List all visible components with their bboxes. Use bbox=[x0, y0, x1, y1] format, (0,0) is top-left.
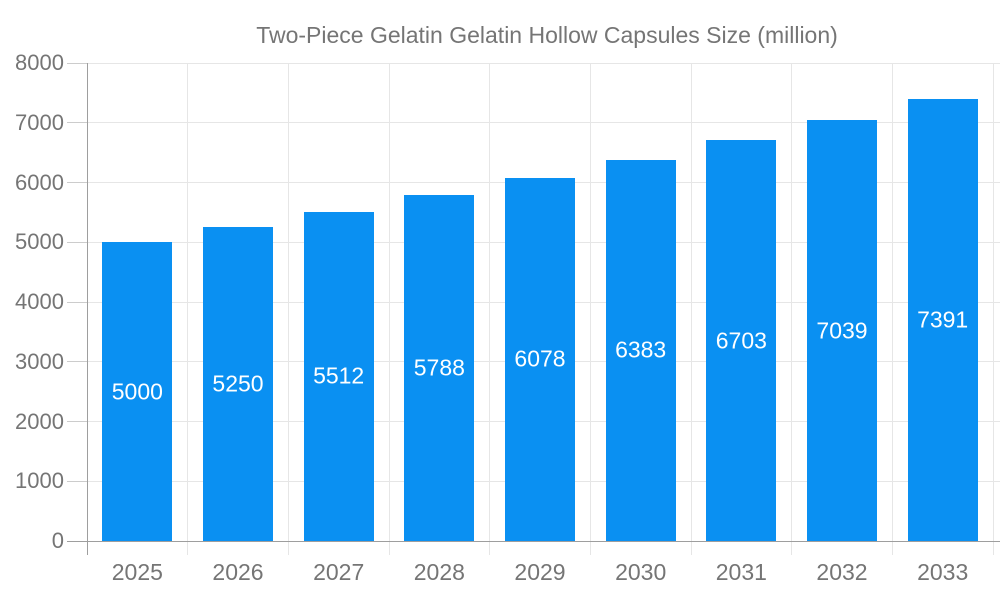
bar-value-label: 5250 bbox=[212, 370, 264, 397]
y-axis-tick bbox=[67, 361, 87, 363]
bar-2027[interactable]: 5512 bbox=[303, 211, 374, 541]
y-axis-label: 8000 bbox=[15, 50, 64, 75]
bar-value-label: 6383 bbox=[615, 336, 667, 363]
x-axis-label: 2032 bbox=[816, 559, 868, 585]
chart-legend[interactable]: Two-Piece Gelatin Gelatin Hollow Capsule… bbox=[0, 22, 1000, 49]
bar-2028[interactable]: 5788 bbox=[404, 195, 475, 541]
gridline-vertical bbox=[791, 63, 793, 555]
y-axis-tick bbox=[67, 301, 87, 303]
y-axis-tick bbox=[67, 122, 87, 124]
bar-2026[interactable]: 5250 bbox=[203, 227, 273, 541]
x-axis-label: 2027 bbox=[313, 559, 365, 585]
bar-value-label: 7391 bbox=[917, 306, 969, 333]
y-axis-tick bbox=[67, 62, 87, 64]
bar-2030[interactable]: 6383 bbox=[605, 159, 676, 541]
y-axis-tick bbox=[67, 480, 87, 482]
y-axis-label: 0 bbox=[51, 528, 64, 553]
bar-value-label: 7039 bbox=[816, 317, 868, 344]
y-axis-label: 3000 bbox=[15, 348, 64, 374]
bar-2033[interactable]: 7391 bbox=[907, 99, 978, 541]
y-axis-label: 2000 bbox=[15, 408, 64, 434]
x-axis-label: 2030 bbox=[615, 559, 667, 585]
bar-2032[interactable]: 7039 bbox=[807, 120, 877, 541]
y-axis-label: 4000 bbox=[15, 289, 64, 314]
x-axis-label: 2029 bbox=[514, 559, 566, 585]
gridline-vertical bbox=[388, 63, 390, 555]
y-axis-tick bbox=[67, 241, 87, 243]
y-axis-label: 7000 bbox=[15, 109, 64, 135]
bar-value-label: 5512 bbox=[313, 362, 365, 389]
gridline-vertical bbox=[287, 63, 289, 555]
y-axis-label: 1000 bbox=[15, 468, 64, 494]
gridline-vertical bbox=[891, 63, 893, 555]
x-axis-label: 2031 bbox=[715, 559, 767, 585]
y-axis-line bbox=[87, 63, 88, 555]
y-axis-tick bbox=[67, 421, 87, 422]
x-axis-line bbox=[67, 540, 1000, 542]
gridline-horizontal bbox=[87, 62, 1000, 64]
gridline-vertical bbox=[992, 63, 994, 555]
bar-2029[interactable]: 6078 bbox=[505, 177, 575, 541]
gridline-vertical bbox=[187, 63, 189, 555]
bar-value-label: 6078 bbox=[514, 345, 566, 372]
y-axis-tick bbox=[67, 182, 87, 183]
bar-value-label: 5788 bbox=[413, 354, 465, 381]
y-axis-label: 5000 bbox=[15, 229, 64, 255]
x-axis-label: 2028 bbox=[413, 559, 465, 585]
x-axis-label: 2026 bbox=[212, 559, 264, 585]
bar-2025[interactable]: 5000 bbox=[102, 242, 173, 541]
gridline-vertical bbox=[489, 63, 491, 555]
gridline-vertical bbox=[690, 63, 692, 555]
gridline-horizontal bbox=[87, 122, 1000, 124]
gridline-vertical bbox=[589, 63, 591, 555]
legend-label: Two-Piece Gelatin Gelatin Hollow Capsule… bbox=[256, 22, 838, 48]
y-axis-label: 6000 bbox=[15, 169, 64, 195]
bar-value-label: 6703 bbox=[715, 327, 767, 354]
bar-value-label: 5000 bbox=[111, 378, 163, 405]
bar-2031[interactable]: 6703 bbox=[706, 140, 777, 541]
x-axis-label: 2025 bbox=[111, 559, 163, 585]
legend-swatch bbox=[162, 23, 240, 48]
x-axis-label: 2033 bbox=[917, 559, 969, 585]
